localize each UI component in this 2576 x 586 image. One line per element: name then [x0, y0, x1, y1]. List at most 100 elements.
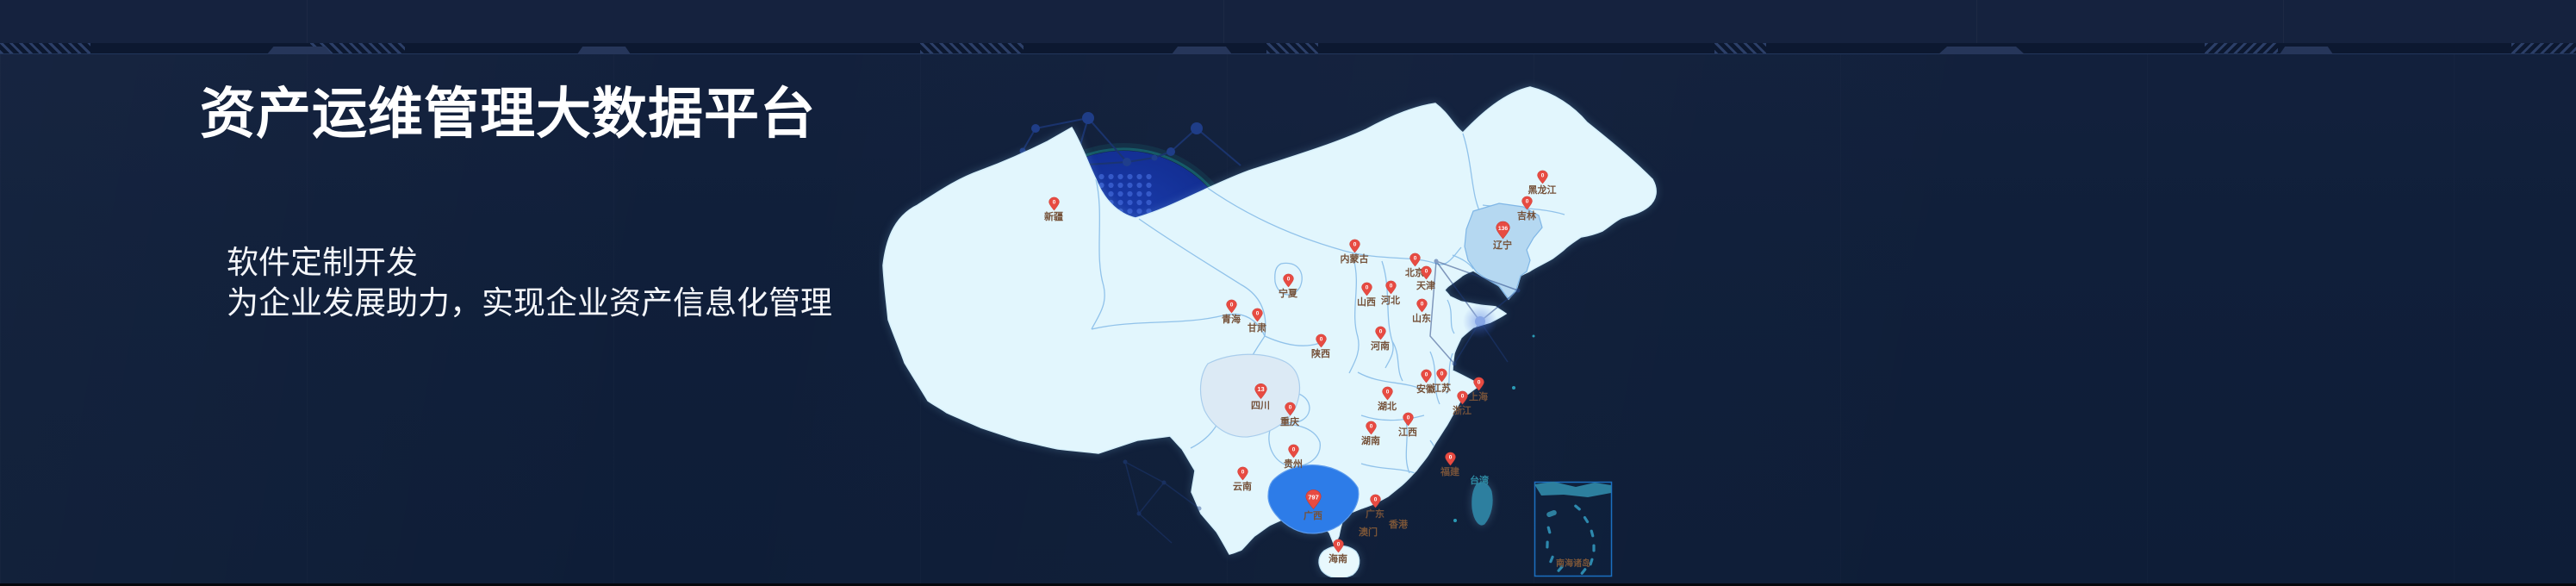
panel-seam [1223, 0, 1224, 43]
province-label: 安徽 [1416, 384, 1435, 395]
svg-text:0: 0 [1288, 405, 1291, 411]
pin-icon: 0 [1409, 252, 1421, 267]
svg-text:0: 0 [1420, 302, 1423, 308]
svg-text:0: 0 [1373, 497, 1377, 503]
province-label: 广东 [1366, 509, 1384, 520]
province-label: 黑龙江 [1528, 185, 1557, 196]
pin-icon: 0 [1315, 334, 1327, 348]
province-label: 江苏 [1432, 383, 1451, 394]
svg-text:0: 0 [1406, 415, 1409, 421]
hatch-decoration [1714, 43, 1766, 53]
province-label: 重庆 [1280, 417, 1299, 427]
map-text-label: 南海诸岛 [1556, 559, 1590, 569]
pin-icon: 0 [1416, 298, 1428, 313]
subtitle-line-1: 软件定制开发 [227, 246, 418, 281]
pin-icon: 0 [1444, 452, 1456, 466]
svg-text:0: 0 [1448, 455, 1452, 461]
subtitle-line-2: 为企业发展助力，实现企业资产信息化管理 [227, 286, 832, 321]
panel-seam [307, 0, 308, 43]
pin-icon: 0 [1381, 386, 1393, 401]
pin-icon: 0 [1374, 326, 1386, 340]
constellation-right [1429, 259, 1521, 366]
pin-icon: 0 [1348, 239, 1360, 253]
svg-text:0: 0 [1413, 256, 1416, 262]
pin-icon: 797 [1304, 489, 1322, 510]
page-subtitle: 软件定制开发 为企业发展助力，实现企业资产信息化管理 [227, 243, 832, 324]
svg-text:0: 0 [1255, 311, 1259, 317]
pin-icon: 0 [1365, 421, 1377, 435]
hatch-decoration [2511, 43, 2576, 53]
pin-icon: 13 [1254, 383, 1267, 400]
province-label: 湖北 [1378, 402, 1397, 412]
svg-text:0: 0 [1291, 447, 1295, 453]
map-text-label: 香港 [1389, 520, 1408, 530]
svg-text:0: 0 [1319, 337, 1322, 343]
sea-sparkles [1453, 334, 1535, 522]
pin-icon: 0 [1282, 273, 1294, 288]
tab-decoration [1172, 47, 1232, 54]
map-text-label: 台湾 [1470, 476, 1489, 486]
province-label: 云南 [1233, 482, 1252, 492]
province-sichuan[interactable] [1199, 353, 1301, 438]
province-label: 新疆 [1044, 212, 1063, 222]
pin-icon: 136 [1495, 221, 1510, 240]
pin-icon: 0 [1225, 299, 1237, 314]
pin-icon: 0 [1284, 402, 1296, 416]
island-hainan[interactable] [1318, 545, 1360, 578]
svg-text:0: 0 [1424, 269, 1428, 275]
province-label: 福建 [1440, 467, 1459, 477]
tab-decoration [267, 47, 332, 54]
province-liaoning[interactable] [1464, 203, 1543, 300]
province-label: 江西 [1398, 427, 1417, 438]
province-label: 湖南 [1361, 436, 1380, 446]
pin-icon: 0 [1287, 444, 1299, 458]
pin-icon: 0 [1369, 494, 1381, 508]
hatch-decoration [310, 43, 405, 53]
hatch-decoration [920, 43, 1024, 53]
panel-seam [1976, 0, 1977, 43]
province-label: 上海 [1469, 392, 1488, 402]
tab-decoration [2280, 47, 2333, 54]
province-label: 广西 [1304, 511, 1322, 521]
hatch-decoration [1266, 43, 1318, 53]
svg-text:0: 0 [1389, 284, 1392, 290]
pin-icon: 0 [1420, 369, 1432, 383]
svg-text:0: 0 [1540, 173, 1544, 179]
pin-icon: 0 [1402, 412, 1414, 427]
province-label: 山西 [1357, 297, 1376, 308]
svg-text:0: 0 [1336, 542, 1340, 548]
province-label: 河南 [1371, 341, 1390, 352]
hatch-decoration [0, 43, 90, 53]
svg-text:0: 0 [1353, 242, 1356, 248]
china-map-svg [882, 86, 1657, 578]
province-label: 北京 [1405, 268, 1424, 278]
province-label: 贵州 [1284, 459, 1303, 470]
top-band [0, 0, 2576, 43]
svg-text:0: 0 [1440, 371, 1443, 377]
province-label: 山东 [1412, 314, 1431, 324]
svg-text:136: 136 [1497, 226, 1507, 232]
svg-text:0: 0 [1424, 372, 1428, 378]
svg-text:797: 797 [1308, 494, 1319, 502]
pin-icon: 0 [1435, 368, 1447, 383]
svg-text:0: 0 [1477, 380, 1480, 386]
pin-icon: 0 [1048, 196, 1060, 211]
map-text-label: 澳门 [1359, 527, 1378, 538]
page-title: 资产运维管理大数据平台 [200, 83, 816, 145]
pin-icon: 0 [1456, 390, 1468, 405]
pin-icon: 0 [1420, 265, 1432, 280]
island-taiwan[interactable] [1472, 482, 1493, 526]
pin-icon: 0 [1384, 280, 1397, 295]
province-label: 四川 [1251, 401, 1270, 411]
tab-decoration [577, 47, 631, 54]
pin-icon: 0 [1472, 377, 1484, 391]
province-label: 辽宁 [1493, 240, 1512, 251]
province-label: 陕西 [1311, 349, 1330, 359]
pin-icon: 0 [1236, 466, 1248, 481]
svg-text:0: 0 [1385, 390, 1389, 396]
header-divider-line [0, 53, 2576, 54]
province-label: 内蒙古 [1340, 254, 1369, 265]
china-landmass [882, 86, 1657, 578]
china-map[interactable]: 0 新疆 0 黑龙江 0 吉林 136 辽宁 0 内蒙古 0 北京 0 天津 0 宁夏 0 山西 0 河北 0 山东 0 青海… [879, 78, 1689, 577]
